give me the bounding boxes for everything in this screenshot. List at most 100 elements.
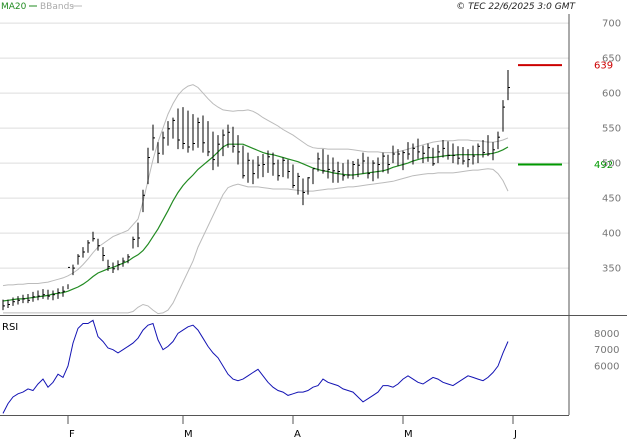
ohlc-bar	[12, 297, 15, 306]
ohlc-bar	[407, 142, 410, 160]
x-axis: FMAMJJ	[67, 415, 517, 440]
ohlc-bar	[2, 299, 5, 311]
ohlc-bar	[167, 121, 170, 146]
ohlc-bar	[382, 152, 385, 173]
price-tick-label: 700	[602, 19, 621, 30]
price-levels: 639 492	[518, 61, 613, 171]
price-y-axis: 350 400 450 500 550 600 650 700	[602, 19, 621, 275]
ohlc-bar	[262, 154, 265, 178]
ohlc-bar	[422, 145, 425, 164]
ohlc-bar	[442, 140, 445, 158]
ohlc-bar	[287, 159, 290, 179]
ohlc-bar	[417, 138, 420, 159]
ohlc-bar	[282, 157, 285, 178]
x-tick-label: A	[294, 429, 301, 440]
price-tick-label: 400	[602, 229, 621, 240]
ohlc-bar	[22, 294, 25, 304]
ohlc-bar	[317, 152, 320, 172]
ohlc-bar	[397, 149, 400, 166]
ohlc-bar	[182, 107, 185, 150]
ohlc-bar	[82, 247, 85, 258]
ohlc-bar	[392, 145, 395, 164]
rsi-y-axis: 6000 7000 8000	[594, 329, 619, 373]
ohlc-bar	[102, 247, 105, 262]
ohlc-bar	[412, 143, 415, 165]
ohlc-bar	[57, 288, 60, 299]
ohlc-bar	[192, 114, 195, 151]
ohlc-bar	[337, 161, 340, 183]
ohlc-bar	[52, 290, 55, 301]
copyright-text: © TEC 22/6/2025 3:0 GMT	[456, 2, 576, 12]
ohlc-bar	[347, 159, 350, 179]
ohlc-bar	[332, 157, 335, 183]
ohlc-bar	[462, 147, 465, 165]
ohlc-bar	[277, 159, 280, 181]
legend-ma20: MA20	[1, 2, 27, 12]
ohlc-bar	[47, 289, 50, 300]
ohlc-bar	[107, 259, 110, 271]
ohlc-bar	[272, 152, 275, 176]
ohlc-bar	[197, 117, 200, 148]
ohlc-bar	[132, 236, 135, 249]
ohlc-bar	[487, 135, 490, 157]
legend-bbands: BBands	[40, 2, 74, 12]
ohlc-bar	[257, 156, 260, 179]
price-tick-label: 650	[602, 54, 621, 65]
rsi-tick-label: 6000	[594, 362, 619, 373]
ohlc-bar	[437, 144, 440, 164]
ohlc-bar	[372, 160, 375, 182]
rsi-tick-label: 7000	[594, 345, 619, 356]
ohlc-bar	[427, 143, 430, 162]
ohlc-bar	[267, 150, 270, 173]
price-tick-label: 550	[602, 124, 621, 135]
ohlc-bar	[17, 296, 20, 305]
ohlc-bar	[387, 154, 390, 174]
chart-frame	[0, 14, 627, 416]
rsi-tick-label: 8000	[594, 329, 619, 340]
rsi-panel: RSI 6000 7000 8000	[2, 319, 619, 414]
ohlc-bar	[112, 262, 115, 273]
ohlc-bar	[72, 264, 75, 276]
ohlc-bar	[447, 141, 450, 160]
ohlc-bar	[77, 254, 80, 265]
ohlc-bar	[327, 154, 330, 179]
ohlc-bar	[297, 172, 300, 195]
ohlc-bar	[212, 131, 215, 171]
ohlc-bar	[302, 178, 305, 206]
chart-header: MA20 BBands © TEC 22/6/2025 3:0 GMT	[1, 2, 577, 12]
ohlc-bar	[237, 135, 240, 165]
ohlc-bar	[307, 177, 310, 195]
ohlc-bar	[247, 152, 250, 183]
ohlc-bar	[497, 131, 500, 150]
ohlc-bar	[252, 159, 255, 185]
price-tick-label: 350	[602, 264, 621, 275]
ohlc-bar	[42, 289, 45, 299]
ohlc-bar	[292, 164, 295, 189]
ohlc-bar	[27, 294, 30, 304]
ohlc-bar	[62, 286, 65, 297]
ohlc-bar	[402, 150, 405, 171]
ohlc-bar	[122, 257, 125, 267]
x-tick-label: M	[184, 429, 193, 440]
ohlc-bar	[232, 126, 235, 153]
price-tick-label: 450	[602, 194, 621, 205]
ohlc-bar	[432, 147, 435, 166]
x-tick-label: M	[404, 429, 413, 440]
ohlc-bar	[127, 254, 130, 264]
price-level-label: 492	[594, 160, 613, 171]
ohlc-bar	[32, 291, 35, 302]
ohlc-bar	[207, 121, 210, 157]
x-tick-label: J	[513, 429, 517, 440]
ohlc-bar	[172, 117, 175, 139]
ohlc-bar	[352, 161, 355, 180]
ohlc-bar	[457, 146, 460, 165]
bb-lower-line	[3, 168, 509, 315]
rsi-title: RSI	[2, 322, 18, 333]
bb-upper-line	[2, 84, 509, 287]
ohlc-bar	[492, 142, 495, 161]
ohlc-bars	[2, 70, 510, 311]
ohlc-bar	[227, 124, 230, 148]
ohlc-bar	[217, 135, 220, 167]
